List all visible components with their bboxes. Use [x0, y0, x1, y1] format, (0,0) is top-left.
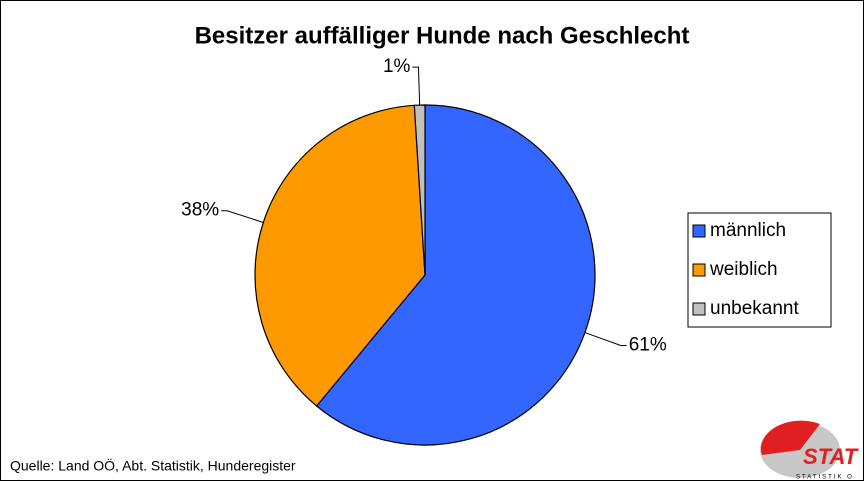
logo-subtitle: STATISTIK O [796, 475, 854, 481]
legend-swatch [692, 302, 706, 316]
source: Quelle: Land OÖ, Abt. Statistik, Hundere… [10, 457, 296, 474]
leader-line [221, 210, 264, 223]
leader-line [584, 332, 627, 346]
data-label: 61% [629, 334, 667, 355]
legend-swatch [692, 263, 706, 277]
data-label: 1% [383, 56, 411, 77]
legend-label: männlich [710, 220, 786, 241]
legend-label: unbekannt [710, 298, 799, 319]
logo: STAT STATISTIK O [760, 420, 859, 481]
legend-box [687, 212, 832, 328]
leader-line [412, 66, 421, 106]
logo-shape [760, 420, 820, 455]
chart-title: Besitzer auffälliger Hunde nach Geschlec… [195, 22, 690, 49]
legend-label: weiblich [709, 259, 778, 280]
logo-text: STAT [803, 444, 859, 469]
data-label: 38% [181, 200, 219, 221]
legend-swatch [692, 224, 706, 238]
